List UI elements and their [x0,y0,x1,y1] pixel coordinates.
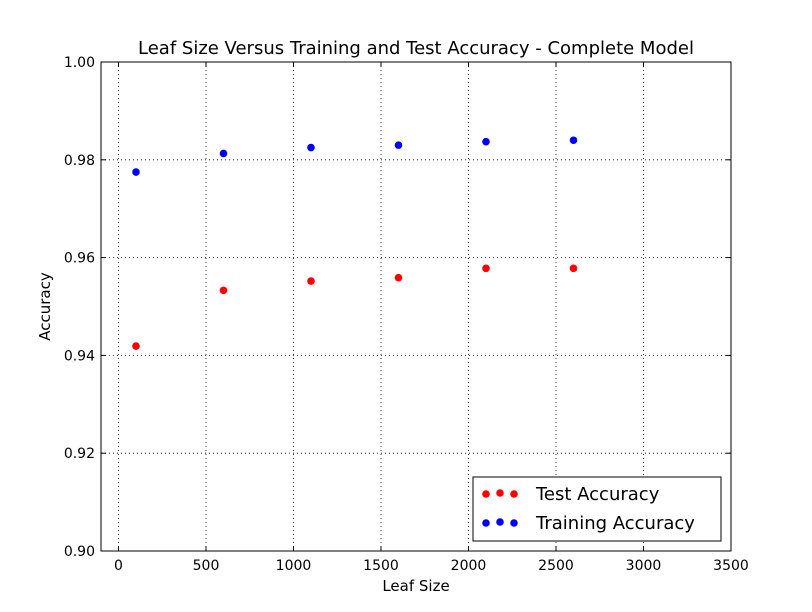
axis-ticks: 0 500 1000 1500 2000 2500 3000 3500 0.90 0.92 0.94… [64,55,749,574]
legend-box [472,476,722,542]
chart-title: Leaf Size Versus Training and Test Accur… [138,38,694,59]
legend-marker [496,518,504,526]
x-tick-label: 2000 [451,558,487,574]
x-tick-label: 3000 [626,558,662,574]
data-point-series-1 [132,168,140,176]
data-point-series-0 [132,342,140,350]
data-point-series-0 [394,273,403,282]
y-tick-label: 0.98 [64,153,95,169]
data-point-series-1 [307,143,315,152]
y-tick-label: 0.96 [64,251,95,267]
legend-marker [496,489,504,497]
legend-label: Test Accuracy [535,484,660,505]
data-point-series-0 [219,286,228,295]
data-points [132,136,578,350]
x-tick-label: 1500 [363,558,399,574]
data-point-series-1 [219,149,228,158]
y-tick-label: 0.90 [64,544,95,560]
y-axis-label: Accuracy [36,272,54,341]
x-tick-label: 0 [114,558,123,574]
data-point-series-0 [569,264,578,273]
x-tick-label: 1000 [276,558,312,574]
legend-marker [510,490,518,498]
legend: Test Accuracy Training Accuracy [472,476,722,542]
y-tick-label: 0.92 [64,446,95,462]
x-tick-label: 3500 [713,558,749,574]
grid [101,62,731,551]
data-point-series-1 [569,136,578,145]
data-point-series-0 [482,264,490,273]
x-tick-label: 2500 [538,558,574,574]
legend-label: Training Accuracy [535,513,695,534]
legend-marker [510,519,518,527]
y-tick-label: 1.00 [64,55,95,71]
data-point-series-0 [307,277,315,285]
data-point-series-1 [482,137,490,146]
data-point-series-1 [394,141,403,149]
legend-marker [482,490,490,498]
x-tick-label: 500 [193,558,220,574]
y-tick-label: 0.94 [64,348,95,364]
plot-frame [100,61,732,552]
legend-marker [482,519,490,527]
x-axis-label: Leaf Size [382,577,449,595]
